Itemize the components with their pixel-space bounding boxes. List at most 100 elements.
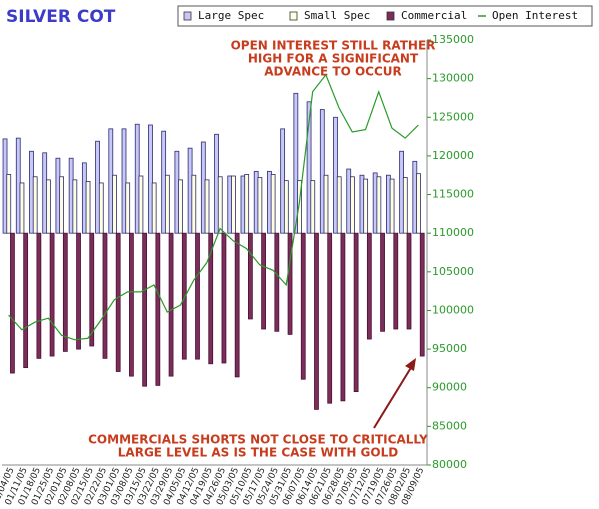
arrow-head: [405, 358, 416, 371]
chart-title: SILVER COT: [6, 7, 116, 27]
arrow: [373, 365, 413, 429]
legend-label: Open Interest: [492, 9, 578, 22]
y2-tick-label: 95000: [432, 342, 467, 355]
bar: [380, 232, 385, 332]
bar: [270, 174, 276, 234]
y2-tick-label: 90000: [432, 381, 467, 394]
bar: [89, 232, 95, 347]
bar: [257, 177, 263, 234]
y2-tick-label: 85000: [432, 419, 467, 432]
bar: [178, 179, 183, 234]
legend-swatch: [183, 11, 192, 21]
bar: [293, 92, 299, 234]
bar: [181, 232, 187, 360]
bar: [148, 124, 153, 234]
y2-tick-label: 80000: [432, 458, 467, 471]
bar: [244, 174, 250, 234]
y2-tick-label: 125000: [432, 110, 474, 123]
bar: [23, 232, 29, 369]
y2-tick-label: 130000: [432, 72, 474, 85]
bar: [366, 232, 372, 340]
bar: [416, 173, 421, 234]
bar: [340, 232, 346, 402]
bar: [36, 232, 42, 359]
y2-tick-label: 135000: [432, 33, 474, 46]
bar: [234, 232, 240, 378]
bar: [402, 177, 408, 234]
bar: [297, 180, 302, 234]
bar: [129, 232, 134, 377]
annotation: ADVANCE TO OCCUR: [264, 65, 402, 79]
bar: [19, 182, 25, 234]
bar: [85, 181, 91, 234]
bar: [314, 232, 319, 410]
bar: [350, 176, 355, 234]
bar: [247, 232, 253, 320]
bar: [221, 232, 227, 364]
bar: [32, 176, 38, 234]
legend-swatch: [289, 11, 298, 21]
bar: [336, 176, 342, 234]
bar: [155, 232, 161, 386]
annotation: OPEN INTEREST STILL RATHER: [231, 39, 436, 53]
y2-tick-label: 110000: [432, 226, 474, 239]
legend: Large Spec Small Spec Commercial Open Inter…: [177, 5, 593, 27]
y2-tick-label: 100000: [432, 303, 474, 316]
bar: [261, 232, 266, 330]
bar: [6, 174, 12, 234]
bar: [168, 232, 174, 377]
bar: [49, 232, 55, 357]
bar: [115, 232, 121, 372]
bar: [217, 176, 223, 234]
bar: [287, 232, 293, 335]
bar: [204, 179, 210, 234]
bar: [363, 178, 369, 234]
bar: [151, 182, 157, 234]
bar: [142, 232, 148, 387]
bar: [112, 174, 117, 234]
y2-tick-label: 115000: [432, 188, 474, 201]
bar: [138, 175, 144, 234]
annotation: COMMERCIALS SHORTS NOT CLOSE TO CRITICAL…: [88, 433, 428, 447]
bar: [62, 232, 68, 352]
annotation: HIGH FOR A SIGNIFICANT: [248, 52, 419, 66]
legend-label: Commercial: [401, 9, 467, 22]
bar: [389, 178, 395, 234]
bar: [306, 101, 312, 234]
annotation: LARGE LEVEL AS IS THE CASE WITH GOLD: [118, 446, 398, 460]
legend-swatch: [386, 11, 395, 21]
bar: [121, 128, 127, 234]
bar: [208, 232, 214, 365]
bar: [164, 174, 170, 234]
bar: [231, 175, 236, 234]
bar: [274, 232, 280, 332]
y2-tick-label: 105000: [432, 265, 474, 278]
bar: [102, 232, 108, 359]
bar: [376, 176, 382, 234]
bar: [76, 232, 81, 350]
bar: [191, 174, 197, 234]
bar: [319, 109, 325, 234]
bar: [327, 232, 333, 404]
line-series: [8, 73, 419, 341]
bar: [333, 116, 338, 234]
bar: [72, 179, 78, 234]
bar: [46, 179, 51, 234]
bar: [393, 232, 399, 330]
y2-tick-label: 120000: [432, 149, 474, 162]
legend-label: Small Spec: [304, 9, 370, 22]
bar: [98, 182, 104, 234]
legend-label: Large Spec: [198, 9, 264, 22]
bar: [59, 176, 64, 234]
bar: [419, 232, 425, 357]
bar: [323, 174, 329, 234]
bar: [300, 232, 306, 380]
bar: [125, 182, 131, 234]
bar: [10, 232, 15, 374]
bar: [406, 232, 412, 330]
bar: [195, 232, 200, 360]
bar: [310, 180, 316, 234]
bar: [283, 180, 289, 234]
